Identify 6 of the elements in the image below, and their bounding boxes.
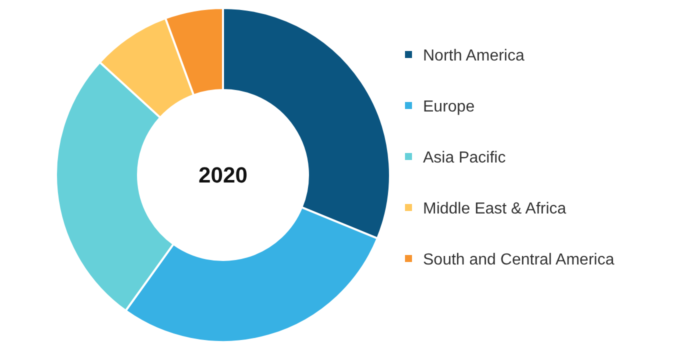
legend-label: North America xyxy=(423,48,524,65)
legend-label: Asia Pacific xyxy=(423,150,506,167)
legend-label: Europe xyxy=(423,98,475,116)
legend-label: Middle East & Africa xyxy=(423,200,566,218)
text: 2020 xyxy=(198,162,248,188)
legend-label: South and Central America xyxy=(423,252,614,269)
